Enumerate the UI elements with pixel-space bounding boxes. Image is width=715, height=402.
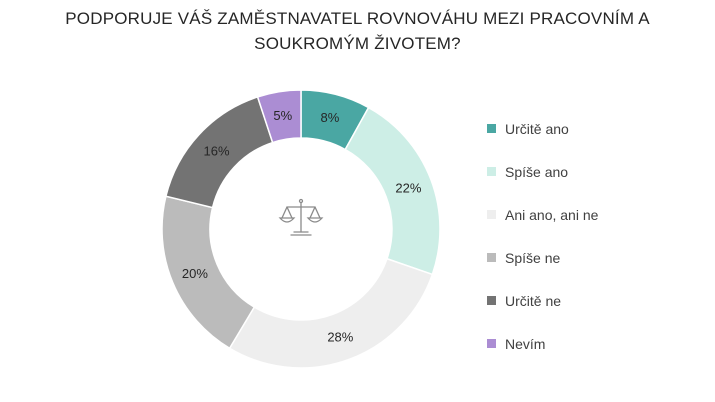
legend-item: Určitě ne	[487, 279, 598, 322]
slice-label: 20%	[182, 266, 208, 281]
chart-title-line-2: SOUKROMÝM ŽIVOTEM?	[254, 34, 461, 53]
legend-label: Spíše ne	[505, 249, 561, 266]
legend-item: Ani ano, ani ne	[487, 193, 598, 236]
donut-slice	[228, 257, 434, 369]
legend-item: Spíše ano	[487, 150, 598, 193]
legend-swatch	[487, 253, 496, 262]
slice-label: 5%	[273, 108, 292, 123]
legend-label: Určitě ano	[505, 120, 569, 137]
legend-item: Určitě ano	[487, 107, 598, 150]
donut-labels: 8% 22% 28% 20% 16% 5%	[182, 108, 422, 345]
legend-item: Spíše ne	[487, 236, 598, 279]
donut-slice	[161, 195, 256, 350]
slice-label: 16%	[204, 143, 230, 158]
donut-slice	[344, 106, 441, 276]
legend-swatch	[487, 124, 496, 133]
legend-label: Určitě ne	[505, 292, 562, 309]
slice-label: 28%	[327, 330, 353, 345]
legend-label: Nevím	[505, 335, 546, 352]
legend-swatch	[487, 296, 496, 305]
chart-title: PODPORUJE VÁŠ ZAMĚSTNAVATEL ROVNOVÁHU ME…	[0, 6, 715, 56]
slice-label: 22%	[395, 180, 421, 195]
legend-item: Nevím	[487, 322, 598, 365]
donut-slices	[161, 89, 441, 369]
legend-swatch	[487, 167, 496, 176]
donut-slice	[256, 89, 302, 144]
legend: Určitě ano Spíše ano Ani ano, ani ne Spíše …	[487, 107, 598, 365]
legend-label: Spíše ano	[505, 163, 569, 180]
chart-title-line-1: PODPORUJE VÁŠ ZAMĚSTNAVATEL ROVNOVÁHU ME…	[65, 9, 650, 28]
legend-label: Ani ano, ani ne	[505, 206, 599, 223]
slice-label: 8%	[320, 110, 339, 125]
scales-icon	[278, 198, 324, 236]
legend-swatch	[487, 339, 496, 348]
legend-swatch	[487, 210, 496, 219]
